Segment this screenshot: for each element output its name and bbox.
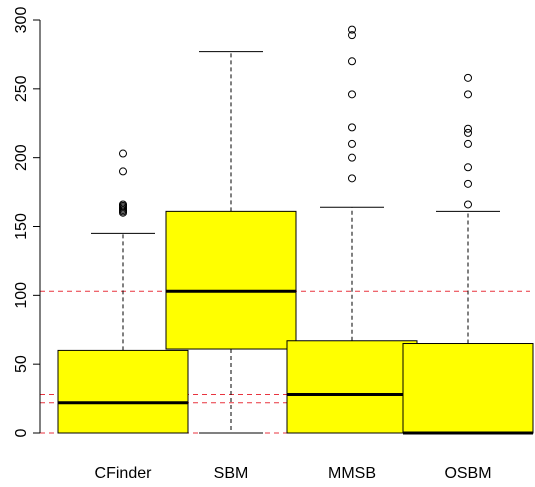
outlier-point bbox=[348, 153, 356, 162]
outlier-point bbox=[464, 139, 472, 148]
outlier-point bbox=[348, 174, 356, 183]
box-cfinder bbox=[57, 149, 189, 434]
outlier-point bbox=[348, 123, 356, 132]
outlier-point bbox=[464, 163, 472, 172]
box-body bbox=[402, 343, 534, 434]
outlier-point bbox=[119, 149, 127, 158]
y-axis: 0 50 100 150 200 250 300 bbox=[13, 7, 41, 437]
outlier-point bbox=[119, 167, 127, 176]
y-tick-label: 50 bbox=[13, 355, 30, 373]
y-tick-label: 0 bbox=[13, 428, 30, 437]
y-tick-label: 300 bbox=[13, 7, 30, 34]
outlier-point bbox=[464, 179, 472, 188]
outlier-point bbox=[464, 200, 472, 209]
outlier-point bbox=[348, 31, 356, 40]
outlier-point bbox=[119, 200, 127, 209]
box-osbm bbox=[402, 73, 534, 435]
y-tick-label: 100 bbox=[13, 282, 30, 309]
boxes bbox=[57, 25, 534, 435]
y-tick-label: 200 bbox=[13, 144, 30, 171]
box-sbm bbox=[165, 51, 297, 434]
outlier-point bbox=[348, 90, 356, 99]
outlier-point bbox=[464, 124, 472, 133]
outlier-point bbox=[348, 57, 356, 66]
x-tick-label: CFinder bbox=[95, 465, 153, 482]
outlier-point bbox=[464, 73, 472, 82]
outlier-point bbox=[348, 139, 356, 148]
x-tick-label: MMSB bbox=[328, 465, 376, 482]
y-tick-label: 150 bbox=[13, 213, 30, 240]
x-axis: CFinder SBM MMSB OSBM bbox=[95, 465, 492, 482]
x-tick-label: OSBM bbox=[444, 465, 491, 482]
x-tick-label: SBM bbox=[214, 465, 249, 482]
outlier-point bbox=[464, 128, 472, 137]
outlier-point bbox=[464, 90, 472, 99]
box-body bbox=[57, 349, 189, 434]
box-body bbox=[286, 340, 418, 434]
outlier-point bbox=[348, 25, 356, 34]
box-body bbox=[165, 210, 297, 350]
y-tick-label: 250 bbox=[13, 75, 30, 102]
box-mmsb bbox=[286, 25, 418, 434]
